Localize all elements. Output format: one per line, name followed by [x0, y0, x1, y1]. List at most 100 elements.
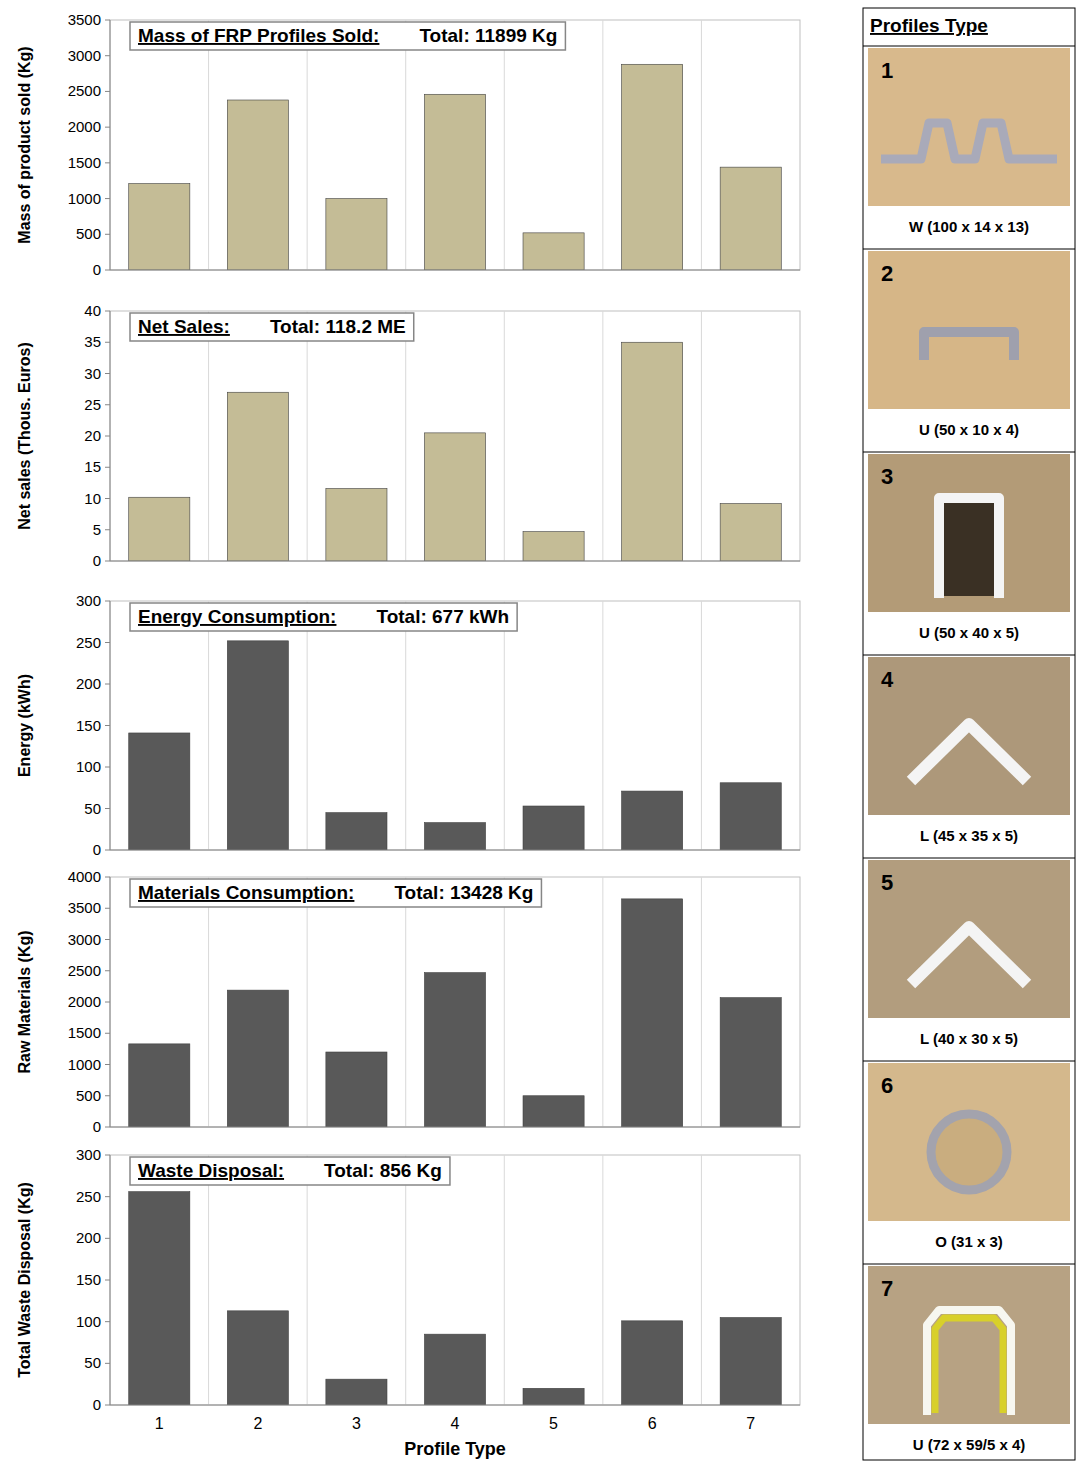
grid-line: [504, 20, 505, 270]
bar: [622, 342, 683, 561]
grid-line: [602, 20, 603, 270]
bar: [129, 733, 190, 850]
grid-line: [701, 20, 702, 270]
title-frame: [130, 313, 414, 341]
profiles-panel: Profiles Type1W (100 x 14 x 13)2U (50 x …: [863, 8, 1075, 1460]
grid-line: [208, 20, 209, 270]
profile-shape: [881, 123, 1057, 159]
bars: [129, 641, 782, 850]
y-tick-label: 1500: [68, 154, 101, 171]
grid-line: [504, 1155, 505, 1405]
x-axis: [110, 1127, 800, 1128]
bars: [129, 899, 782, 1127]
y-tick-label: 25: [84, 396, 101, 413]
y-tick-label: 1500: [68, 1024, 101, 1041]
y-axis-title: Total Waste Disposal (Kg): [16, 1182, 33, 1378]
grid-line: [307, 877, 308, 1127]
y-tick: [105, 1321, 110, 1322]
grid-line: [602, 877, 603, 1127]
grid-line: [307, 311, 308, 561]
profile-item: 4L (45 x 35 x 5): [863, 655, 1075, 844]
y-axis-title: Mass of product sold (Kg): [16, 46, 33, 243]
panel-title: Materials Consumption:: [138, 882, 354, 903]
profile-shape: [927, 1310, 1011, 1415]
y-tick: [105, 270, 110, 271]
profiles-title: Profiles Type: [870, 15, 988, 36]
y-tick: [105, 55, 110, 56]
profile-photo: [868, 1266, 1070, 1424]
grid-line: [602, 601, 603, 850]
bar: [129, 497, 190, 561]
y-tick-label: 200: [76, 1229, 101, 1246]
y-tick: [105, 877, 110, 878]
figure: 0500100015002000250030003500Mass of prod…: [0, 0, 1078, 1470]
y-tick: [105, 311, 110, 312]
bar: [227, 1311, 288, 1405]
title-box: Energy Consumption:Total: 677 kWh: [130, 603, 517, 631]
separator: [863, 1264, 1075, 1265]
y-tick-label: 50: [84, 800, 101, 817]
profile-photo: [868, 454, 1070, 612]
y-tick-label: 100: [76, 758, 101, 775]
y-axis-title: Energy (kWh): [16, 674, 33, 777]
title-frame: [130, 1157, 450, 1185]
profile-shape: [911, 927, 1027, 984]
profile-photo: [868, 860, 1070, 1018]
bar: [622, 791, 683, 850]
y-tick: [105, 808, 110, 809]
y-tick: [105, 561, 110, 562]
grid-line: [701, 601, 702, 850]
grid-line: [701, 877, 702, 1127]
y-tick-label: 300: [76, 1146, 101, 1163]
panel: 0510152025303540Net sales (Thous. Euros)…: [16, 302, 800, 569]
y-tick: [105, 498, 110, 499]
y-tick-label: 50: [84, 1354, 101, 1371]
y-tick: [105, 1363, 110, 1364]
grid-line: [307, 20, 308, 270]
bar: [424, 1334, 485, 1405]
y-tick-label: 200: [76, 675, 101, 692]
y-tick-label: 500: [76, 1087, 101, 1104]
separator: [863, 655, 1075, 656]
y-tick-label: 2000: [68, 993, 101, 1010]
y-tick: [105, 1127, 110, 1128]
y-tick: [105, 127, 110, 128]
bars: [129, 342, 782, 561]
y-tick: [105, 939, 110, 940]
profile-item: 3U (50 x 40 x 5): [863, 452, 1075, 641]
separator: [863, 452, 1075, 453]
profile-shape: [931, 1114, 1007, 1190]
y-tick-label: 0: [93, 841, 101, 858]
separator: [863, 46, 1075, 47]
y-tick: [105, 1002, 110, 1003]
y-tick-label: 0: [93, 261, 101, 278]
y-tick: [105, 1238, 110, 1239]
y-tick-label: 3500: [68, 11, 101, 28]
y-tick: [105, 642, 110, 643]
separator: [863, 1061, 1075, 1062]
grid-line: [208, 311, 209, 561]
y-tick: [105, 1033, 110, 1034]
bar: [622, 64, 683, 270]
y-tick-label: 35: [84, 333, 101, 350]
grid-line: [405, 877, 406, 1127]
grid-line: [208, 1155, 209, 1405]
bar: [523, 532, 584, 561]
separator: [863, 858, 1075, 859]
y-tick: [105, 1095, 110, 1096]
bar: [622, 1321, 683, 1405]
grid-line: [208, 601, 209, 850]
bar: [129, 184, 190, 270]
x-axis: [110, 270, 800, 271]
y-tick-label: 250: [76, 634, 101, 651]
bar: [622, 899, 683, 1127]
grid-line: [208, 877, 209, 1127]
bar: [326, 489, 387, 562]
x-tick-label: 5: [549, 1415, 558, 1432]
title-box: Materials Consumption:Total: 13428 Kg: [130, 879, 541, 907]
y-tick-label: 10: [84, 490, 101, 507]
panel-total: Total: 677 kWh: [376, 606, 509, 627]
profile-shape: [935, 1318, 1003, 1413]
y-tick-label: 0: [93, 1118, 101, 1135]
bars: [129, 64, 782, 270]
